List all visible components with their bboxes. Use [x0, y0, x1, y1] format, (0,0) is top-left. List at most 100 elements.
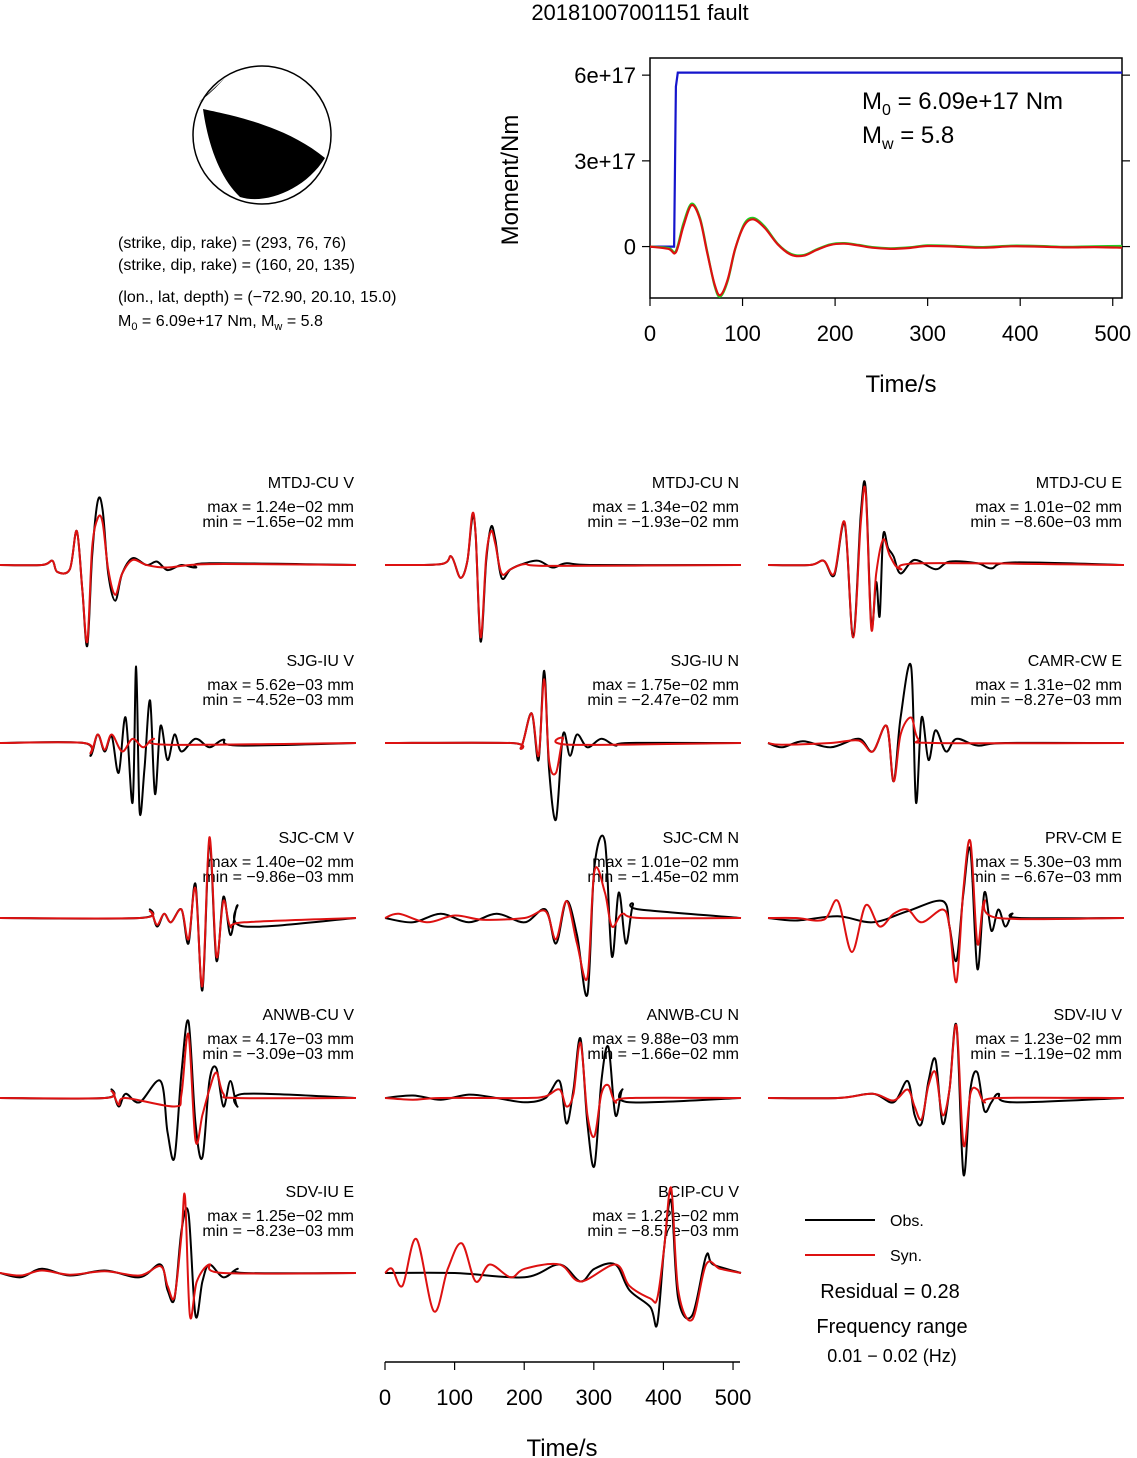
syn-trace [767, 838, 1125, 983]
time-axis-tick-label: 500 [715, 1385, 752, 1410]
syn-trace [767, 1023, 1125, 1148]
syn-trace [384, 1186, 742, 1322]
max-label: max = 1.24e−02 mm [207, 499, 354, 516]
moment-series-red [649, 203, 1123, 297]
time-axis-tick-label: 400 [645, 1385, 682, 1410]
time-axis-label: Time/s [526, 1435, 597, 1458]
min-label: min = −1.66e−02 mm [587, 1046, 739, 1063]
syn-trace [0, 1192, 357, 1320]
min-label: min = −8.23e−03 mm [202, 1223, 354, 1240]
fm-line2: (strike, dip, rake) = (160, 20, 135) [118, 257, 355, 274]
residual-label: Residual = 0.28 [820, 1281, 960, 1303]
station-label: PRV-CM E [1045, 830, 1122, 847]
min-label: min = −1.65e−02 mm [202, 514, 354, 531]
min-label: min = −1.93e−02 mm [587, 514, 739, 531]
x-tick-label: 500 [1094, 321, 1131, 346]
syn-trace [767, 716, 1125, 783]
min-label: min = −2.47e−02 mm [587, 692, 739, 709]
moment-plot-frame [649, 57, 1123, 299]
moment-rate-chart: 0 3e+17 6e+17 0 100 200 300 400 500 Time/s Moment/… [497, 57, 1131, 398]
station-label: ANWB-CU N [647, 1007, 739, 1024]
min-label: min = −3.09e−03 mm [202, 1046, 354, 1063]
y-tick-label: 6e+17 [574, 63, 636, 88]
station-label: SDV-IU E [286, 1184, 354, 1201]
x-tick-label: 100 [724, 321, 761, 346]
min-label: min = −6.67e−03 mm [970, 869, 1122, 886]
moment-y-axis-label: Moment/Nm [497, 115, 524, 246]
obs-trace [767, 662, 1125, 804]
syn-trace [0, 733, 357, 755]
x-tick-label: 400 [1002, 321, 1039, 346]
max-label: max = 1.34e−02 mm [592, 499, 739, 516]
max-label: max = 5.62e−03 mm [207, 677, 354, 694]
fm-line1: (strike, dip, rake) = (293, 76, 76) [118, 235, 346, 252]
y-tick-label: 3e+17 [574, 149, 636, 174]
time-axis-tick-label: 200 [506, 1385, 543, 1410]
legend: Obs. Syn. [805, 1213, 924, 1265]
syn-trace [0, 514, 357, 644]
syn-trace [384, 678, 742, 776]
syn-trace [0, 836, 357, 988]
min-label: min = −1.45e−02 mm [587, 869, 739, 886]
station-label: MTDJ-CU V [268, 475, 355, 492]
station-label: SJG-IU N [671, 653, 739, 670]
max-label: max = 1.31e−02 mm [975, 677, 1122, 694]
station-label: ANWB-CU V [262, 1007, 354, 1024]
moment-annotation-mw: Mw = 5.8 [862, 122, 954, 153]
obs-trace [0, 1019, 357, 1161]
max-label: max = 1.75e−02 mm [592, 677, 739, 694]
station-label: SDV-IU V [1054, 1007, 1123, 1024]
x-tick-label: 300 [909, 321, 946, 346]
min-label: min = −8.27e−03 mm [970, 692, 1122, 709]
figure-title: 20181007001151 fault [531, 0, 748, 25]
obs-trace [384, 515, 742, 643]
min-label: min = −4.52e−03 mm [202, 692, 354, 709]
time-axis-tick-label: 0 [379, 1385, 391, 1410]
syn-trace [384, 511, 742, 639]
syn-trace [767, 485, 1125, 639]
max-label: max = 1.22e−02 mm [592, 1208, 739, 1225]
max-label: max = 4.17e−03 mm [207, 1031, 354, 1048]
time-axis-tick-label: 100 [436, 1385, 473, 1410]
x-tick-label: 200 [817, 321, 854, 346]
frequency-value: 0.01 − 0.02 (Hz) [827, 1346, 957, 1366]
station-label: BCIP-CU V [658, 1184, 739, 1201]
beachball [192, 65, 332, 205]
time-axis-tick-label: 300 [575, 1385, 612, 1410]
station-label: SJG-IU V [286, 653, 354, 670]
max-label: max = 1.01e−02 mm [975, 499, 1122, 516]
obs-trace [767, 846, 1125, 971]
moment-x-axis-label: Time/s [865, 371, 936, 398]
max-label: max = 5.30e−03 mm [975, 854, 1122, 871]
moment-series-green [649, 202, 1123, 298]
min-label: min = −9.86e−03 mm [202, 869, 354, 886]
obs-trace [384, 1198, 742, 1328]
y-tick-label: 0 [624, 235, 636, 260]
obs-trace [0, 665, 357, 816]
syn-trace [384, 866, 742, 982]
station-label: CAMR-CW E [1028, 653, 1122, 670]
syn-trace [0, 1032, 357, 1145]
min-label: min = −8.60e−03 mm [970, 514, 1122, 531]
x-tick-label: 0 [644, 321, 656, 346]
legend-syn-label: Syn. [890, 1248, 922, 1265]
frequency-label: Frequency range [816, 1316, 967, 1338]
station-label: MTDJ-CU N [652, 475, 739, 492]
fm-line3: (lon., lat, depth) = (−72.90, 20.10, 15.… [118, 289, 396, 306]
moment-annotation-m0: M0 = 6.09e+17 Nm [862, 88, 1063, 119]
station-label: MTDJ-CU E [1036, 475, 1122, 492]
min-label: min = −1.19e−02 mm [970, 1046, 1122, 1063]
